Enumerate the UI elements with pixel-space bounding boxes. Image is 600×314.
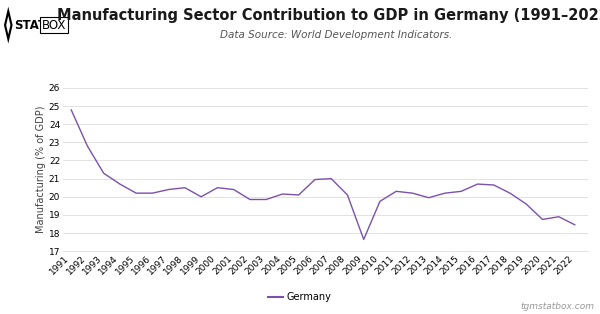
Text: BOX: BOX (42, 19, 66, 32)
Polygon shape (4, 7, 13, 44)
Y-axis label: Manufacturing (% of GDP): Manufacturing (% of GDP) (36, 106, 46, 233)
Text: STAT: STAT (14, 19, 46, 32)
Text: Manufacturing Sector Contribution to GDP in Germany (1991–2022): Manufacturing Sector Contribution to GDP… (57, 8, 600, 23)
Text: Data Source: World Development Indicators.: Data Source: World Development Indicator… (220, 30, 452, 40)
Text: tgmstatbox.com: tgmstatbox.com (520, 302, 594, 311)
Polygon shape (6, 16, 10, 34)
Legend: Germany: Germany (265, 288, 335, 306)
